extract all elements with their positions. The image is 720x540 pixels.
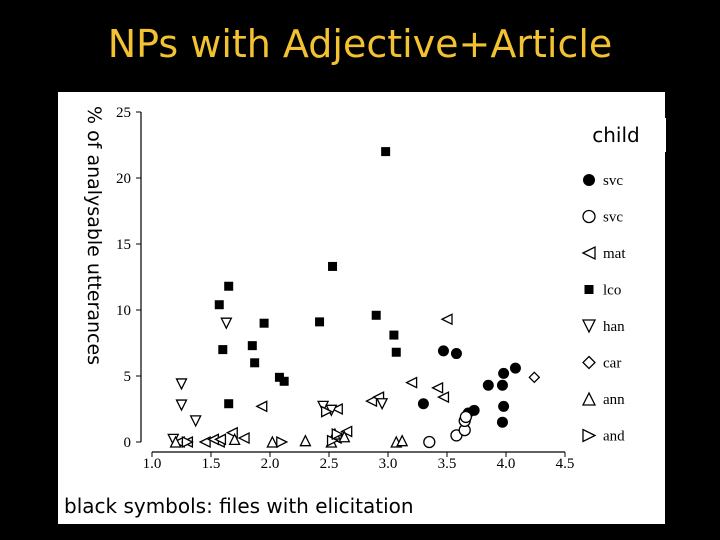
legend-marker-han — [581, 319, 597, 334]
legend-marker-svc — [583, 174, 595, 186]
x-tick-label: 2.5 — [320, 456, 339, 472]
footer-note: black symbols: files with elicitation — [58, 488, 444, 524]
data-point-mat-2 — [340, 425, 353, 438]
data-point-svc-0 — [482, 379, 494, 391]
slide-title: NPs with Adjective+Article — [107, 22, 613, 66]
legend-label-car: car — [603, 356, 621, 372]
data-point-svc-1 — [423, 435, 436, 449]
legend-label-mat: mat — [603, 246, 626, 262]
data-point-mat-2 — [365, 395, 378, 408]
legend-marker-and — [582, 428, 597, 443]
data-point-mat-2 — [437, 391, 450, 404]
x-tick-label: 1.0 — [143, 456, 162, 472]
data-point-mat-2 — [330, 402, 343, 416]
data-point-lco-3 — [389, 330, 399, 340]
data-point-svc-0 — [496, 416, 508, 428]
x-tick-label: 4.5 — [556, 456, 575, 472]
data-point-lco-3 — [259, 318, 269, 328]
data-point-lco-3 — [279, 376, 289, 386]
legend-label-and: and — [603, 429, 625, 445]
data-point-ann-6 — [169, 435, 182, 448]
legend-marker-car — [582, 355, 596, 370]
data-point-ann-6 — [228, 432, 241, 446]
data-point-svc-0 — [468, 404, 480, 416]
data-point-and-7 — [320, 405, 334, 418]
data-point-mat-2 — [213, 433, 227, 446]
data-point-mat-2 — [405, 376, 418, 389]
data-point-mat-2 — [198, 435, 211, 449]
data-point-svc-0 — [498, 400, 510, 412]
data-point-lco-3 — [315, 317, 325, 327]
data-point-and-7 — [331, 428, 344, 441]
legend-label-svc: svc — [603, 173, 623, 189]
data-point-lco-3 — [224, 281, 234, 291]
data-point-han-4 — [317, 400, 330, 413]
data-point-han-4 — [189, 415, 202, 428]
legend-label-ann: ann — [603, 392, 625, 408]
x-tick-label: 4.0 — [497, 456, 516, 472]
data-point-lco-3 — [250, 358, 260, 368]
x-tick-label: 3.5 — [438, 456, 457, 472]
data-point-lco-3 — [224, 399, 234, 409]
data-point-svc-0 — [509, 362, 521, 374]
y-tick-label: 0 — [124, 435, 132, 451]
legend-label-svc: svc — [603, 210, 623, 226]
legend-marker-svc — [582, 209, 596, 224]
legend-marker-ann — [581, 391, 597, 406]
data-point-lco-3 — [381, 147, 391, 157]
data-point-lco-3 — [328, 261, 338, 271]
data-point-han-4 — [376, 398, 389, 411]
data-point-han-4 — [175, 378, 188, 391]
data-point-ann-6 — [299, 434, 312, 447]
data-point-han-4 — [220, 317, 233, 330]
data-point-svc-0 — [498, 367, 510, 379]
data-point-svc-0 — [417, 398, 429, 410]
data-point-svc-1 — [459, 410, 473, 424]
data-point-and-7 — [181, 435, 194, 449]
data-point-mat-2 — [255, 400, 268, 413]
legend-marker-mat — [581, 245, 596, 261]
y-tick-label: 25 — [116, 105, 131, 121]
data-point-svc-0 — [496, 379, 508, 391]
legend-label-lco: lco — [603, 283, 621, 299]
data-point-lco-3 — [247, 341, 257, 351]
x-tick-label: 1.5 — [202, 456, 221, 472]
data-point-ann-6 — [338, 430, 351, 443]
data-point-mat-2 — [440, 313, 453, 326]
y-axis-label-text: % of analysable utterances — [83, 106, 105, 366]
legend-marker-lco — [584, 285, 594, 294]
x-tick-label: 2.0 — [261, 456, 280, 472]
data-point-ann-6 — [396, 434, 409, 447]
y-tick-label: 5 — [124, 369, 132, 385]
y-axis-label: % of analysable utterances — [83, 106, 107, 396]
x-tick-label: 3.0 — [379, 456, 398, 472]
data-point-and-7 — [276, 435, 289, 449]
data-point-lco-3 — [274, 372, 284, 382]
y-tick-label: 15 — [116, 237, 131, 253]
legend-title: child — [566, 118, 666, 152]
data-point-lco-3 — [371, 310, 381, 320]
data-point-han-4 — [175, 399, 188, 412]
data-point-mat-2 — [431, 381, 444, 394]
data-point-svc-0 — [450, 348, 462, 360]
data-point-lco-3 — [218, 345, 228, 355]
data-point-mat-2 — [237, 431, 250, 445]
data-point-svc-0 — [437, 345, 449, 357]
y-tick-label: 20 — [116, 171, 131, 187]
data-point-ann-6 — [266, 435, 279, 448]
y-tick-label: 10 — [116, 303, 131, 319]
data-point-lco-3 — [391, 347, 401, 357]
data-point-lco-3 — [214, 300, 224, 310]
legend-label-han: han — [603, 319, 625, 335]
data-point-car-5 — [528, 371, 541, 384]
